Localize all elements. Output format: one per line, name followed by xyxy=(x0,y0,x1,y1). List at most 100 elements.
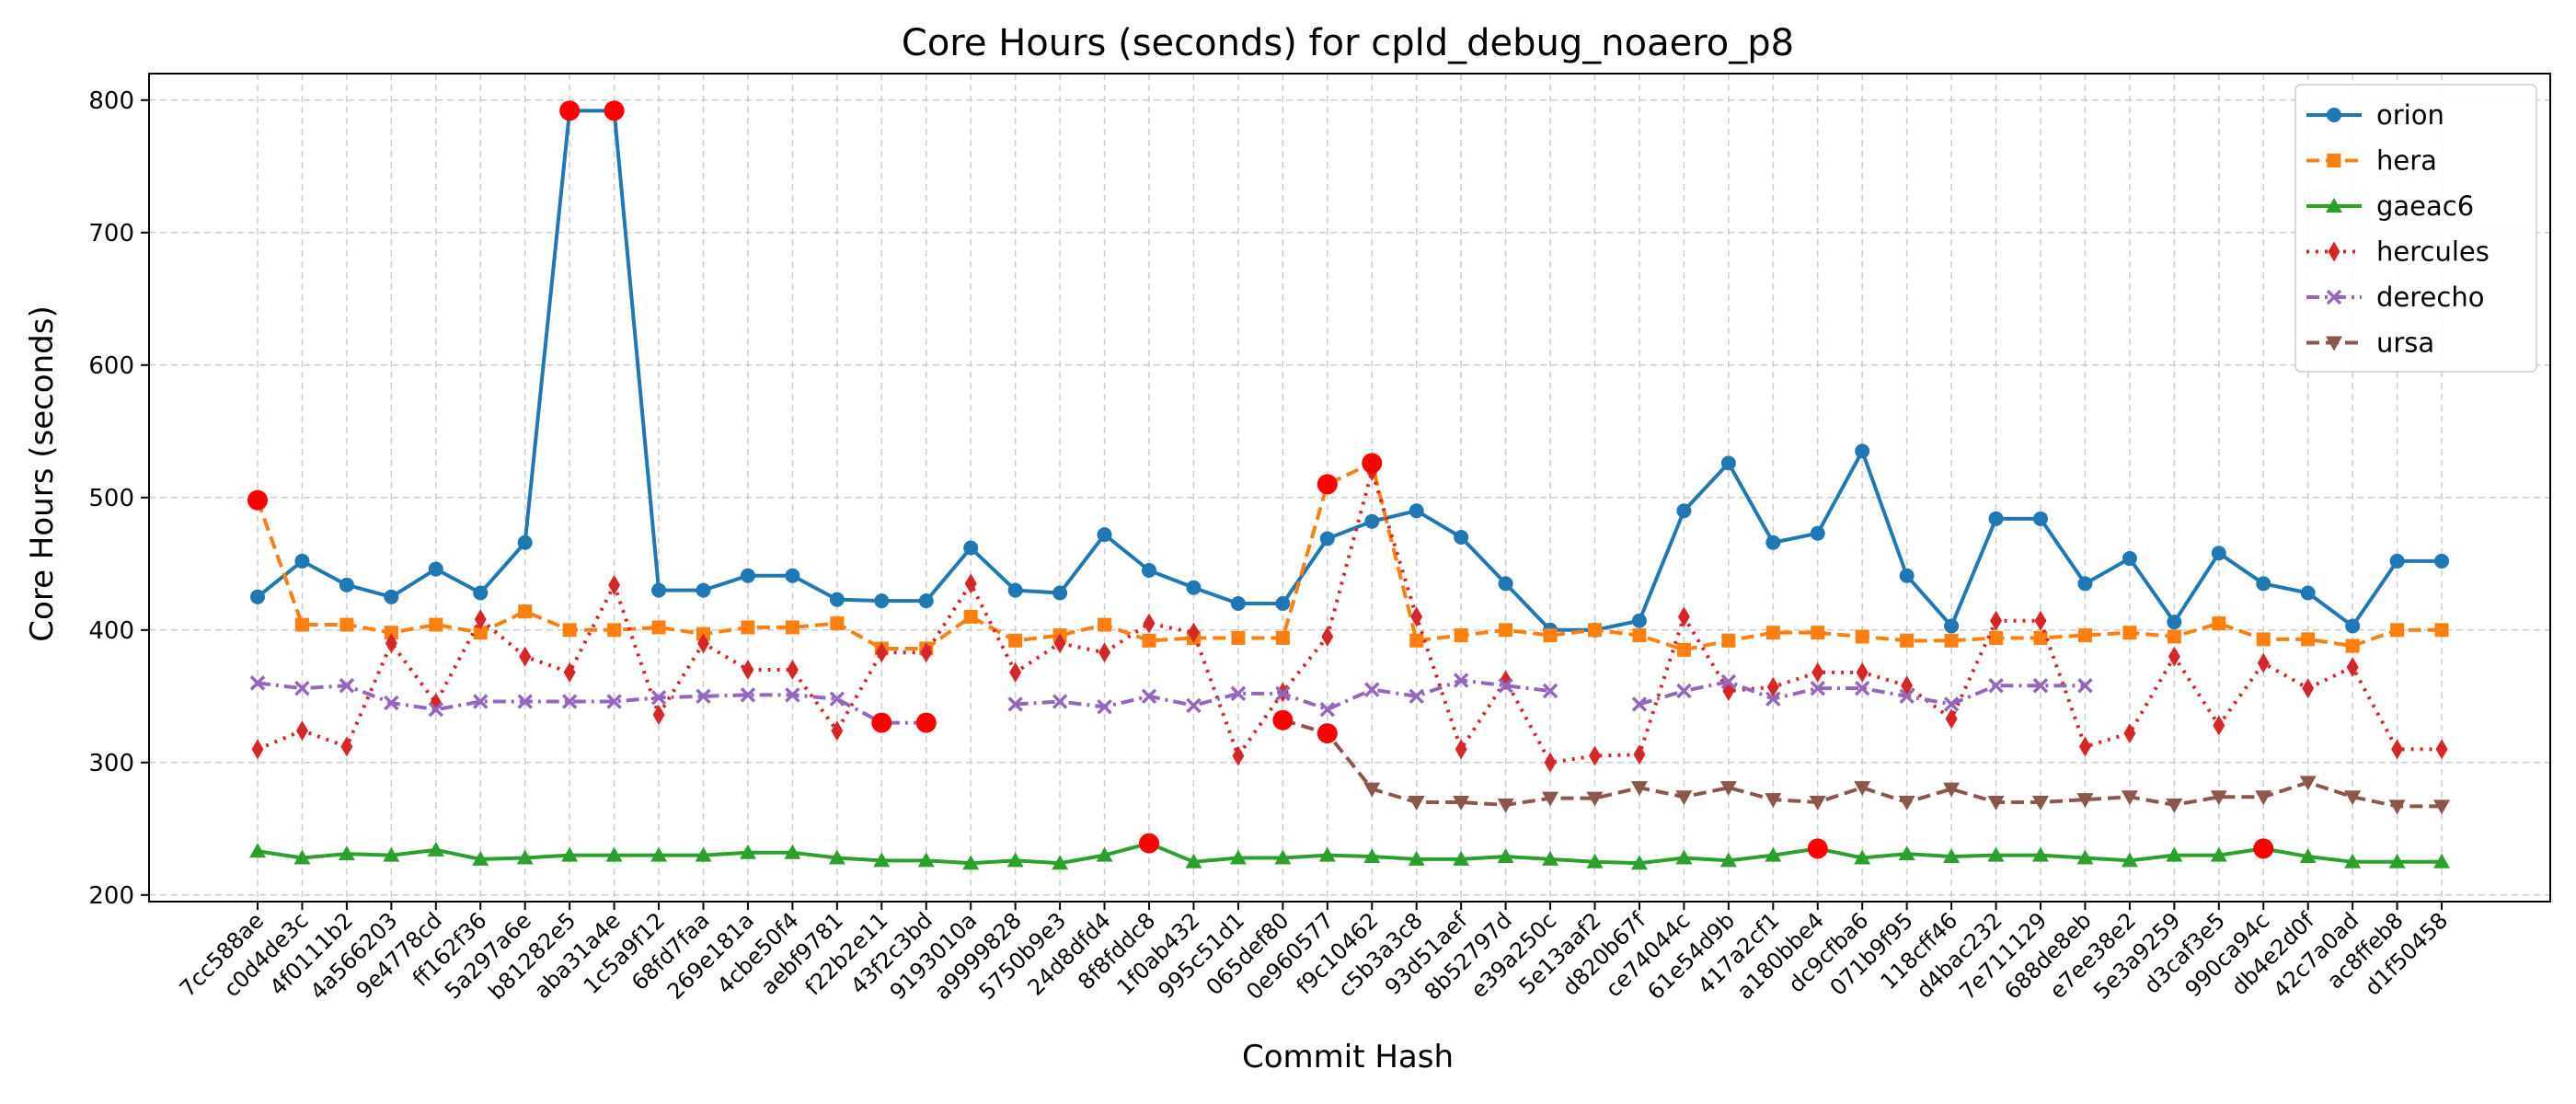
data-point xyxy=(249,675,266,691)
data-point xyxy=(1232,745,1245,766)
data-point xyxy=(2076,793,2094,809)
data-point xyxy=(831,720,844,742)
highlight-point xyxy=(2253,838,2274,859)
data-point xyxy=(1097,527,1112,543)
data-point xyxy=(1498,678,1513,694)
data-point xyxy=(742,660,754,680)
data-point xyxy=(1187,622,1200,643)
data-point xyxy=(517,535,533,550)
legend-item-orion: orion xyxy=(2306,99,2444,131)
series-line-derecho xyxy=(257,681,926,725)
data-point xyxy=(1898,845,1915,861)
data-point xyxy=(1586,853,1604,868)
data-point xyxy=(1141,688,1157,705)
data-point xyxy=(2345,618,2361,634)
data-point xyxy=(1052,694,1068,709)
data-point xyxy=(1229,849,1247,865)
data-point xyxy=(1052,855,1069,870)
data-point xyxy=(1364,682,1380,697)
data-point xyxy=(1408,850,1425,866)
data-point xyxy=(1275,685,1291,702)
data-point xyxy=(428,701,444,718)
data-point xyxy=(2255,790,2272,806)
data-point xyxy=(251,739,264,760)
data-point xyxy=(1318,846,1336,862)
data-point xyxy=(339,617,354,632)
data-point xyxy=(472,850,489,866)
data-point xyxy=(2433,799,2451,815)
data-point xyxy=(1008,633,1023,648)
data-point xyxy=(1987,796,2005,811)
highlight-point xyxy=(1317,723,1338,744)
series-line-derecho xyxy=(1639,679,2086,707)
y-tick-label: 500 xyxy=(88,485,134,512)
y-tick-label: 700 xyxy=(88,220,134,247)
data-point xyxy=(1765,793,1782,809)
data-point xyxy=(339,678,355,694)
data-point xyxy=(340,736,353,757)
data-point xyxy=(2210,846,2227,862)
data-point xyxy=(2033,511,2048,526)
highlight-layer xyxy=(247,100,2274,859)
data-point xyxy=(2391,739,2404,760)
data-point xyxy=(2302,678,2315,699)
data-point xyxy=(1943,848,1961,864)
grid xyxy=(149,74,2550,902)
data-point xyxy=(1676,642,1691,657)
data-point xyxy=(1588,623,1602,638)
data-point xyxy=(785,620,799,635)
highlight-point xyxy=(915,712,937,733)
data-point xyxy=(605,846,623,862)
data-point xyxy=(1454,530,1469,545)
data-point xyxy=(1186,580,1202,595)
highlight-point xyxy=(1807,838,1828,859)
series-line-hera xyxy=(256,461,2443,652)
data-point xyxy=(1185,853,1202,868)
data-point xyxy=(606,694,622,709)
highlight-point xyxy=(1317,474,1338,495)
data-point xyxy=(2122,626,2137,640)
data-point xyxy=(2256,576,2271,592)
data-point xyxy=(1631,696,1648,712)
data-point xyxy=(1408,796,1425,811)
data-point xyxy=(2433,853,2451,868)
highlight-point xyxy=(1272,709,1294,730)
data-point xyxy=(917,852,935,868)
data-point xyxy=(1319,701,1336,718)
data-point xyxy=(1007,696,1023,712)
legend-label: gaeac6 xyxy=(2376,190,2474,222)
data-point xyxy=(1765,626,1780,640)
data-point xyxy=(1854,781,1871,797)
series-line-gaeac6 xyxy=(257,841,2443,866)
data-point xyxy=(1275,596,1291,611)
x-axis-title: Commit Hash xyxy=(1242,1039,1454,1075)
data-point xyxy=(785,687,800,703)
data-point xyxy=(1542,791,1559,807)
data-point xyxy=(1364,513,1380,529)
data-point xyxy=(1766,676,1779,697)
data-point xyxy=(1811,626,1825,640)
y-axis-title: Core Hours (seconds) xyxy=(24,305,61,641)
data-point xyxy=(1811,661,1824,683)
data-point xyxy=(2388,853,2406,868)
data-point xyxy=(1899,688,1915,705)
data-point xyxy=(384,695,399,711)
data-point xyxy=(2167,615,2182,630)
data-point xyxy=(1855,443,1870,459)
data-point xyxy=(385,633,397,654)
data-point xyxy=(1007,582,1023,598)
data-point xyxy=(1589,745,1601,766)
data-point xyxy=(1230,596,1246,611)
data-point xyxy=(696,688,711,705)
data-point xyxy=(786,660,799,680)
data-point xyxy=(2077,678,2093,694)
data-point xyxy=(1453,796,1470,811)
data-point xyxy=(1944,633,1959,648)
data-point xyxy=(1900,633,1915,648)
series-line-ursa xyxy=(1282,718,2443,809)
legend-box xyxy=(2294,84,2537,373)
data-point xyxy=(1098,642,1111,663)
data-point xyxy=(1856,661,1869,683)
data-point xyxy=(1586,791,1604,807)
